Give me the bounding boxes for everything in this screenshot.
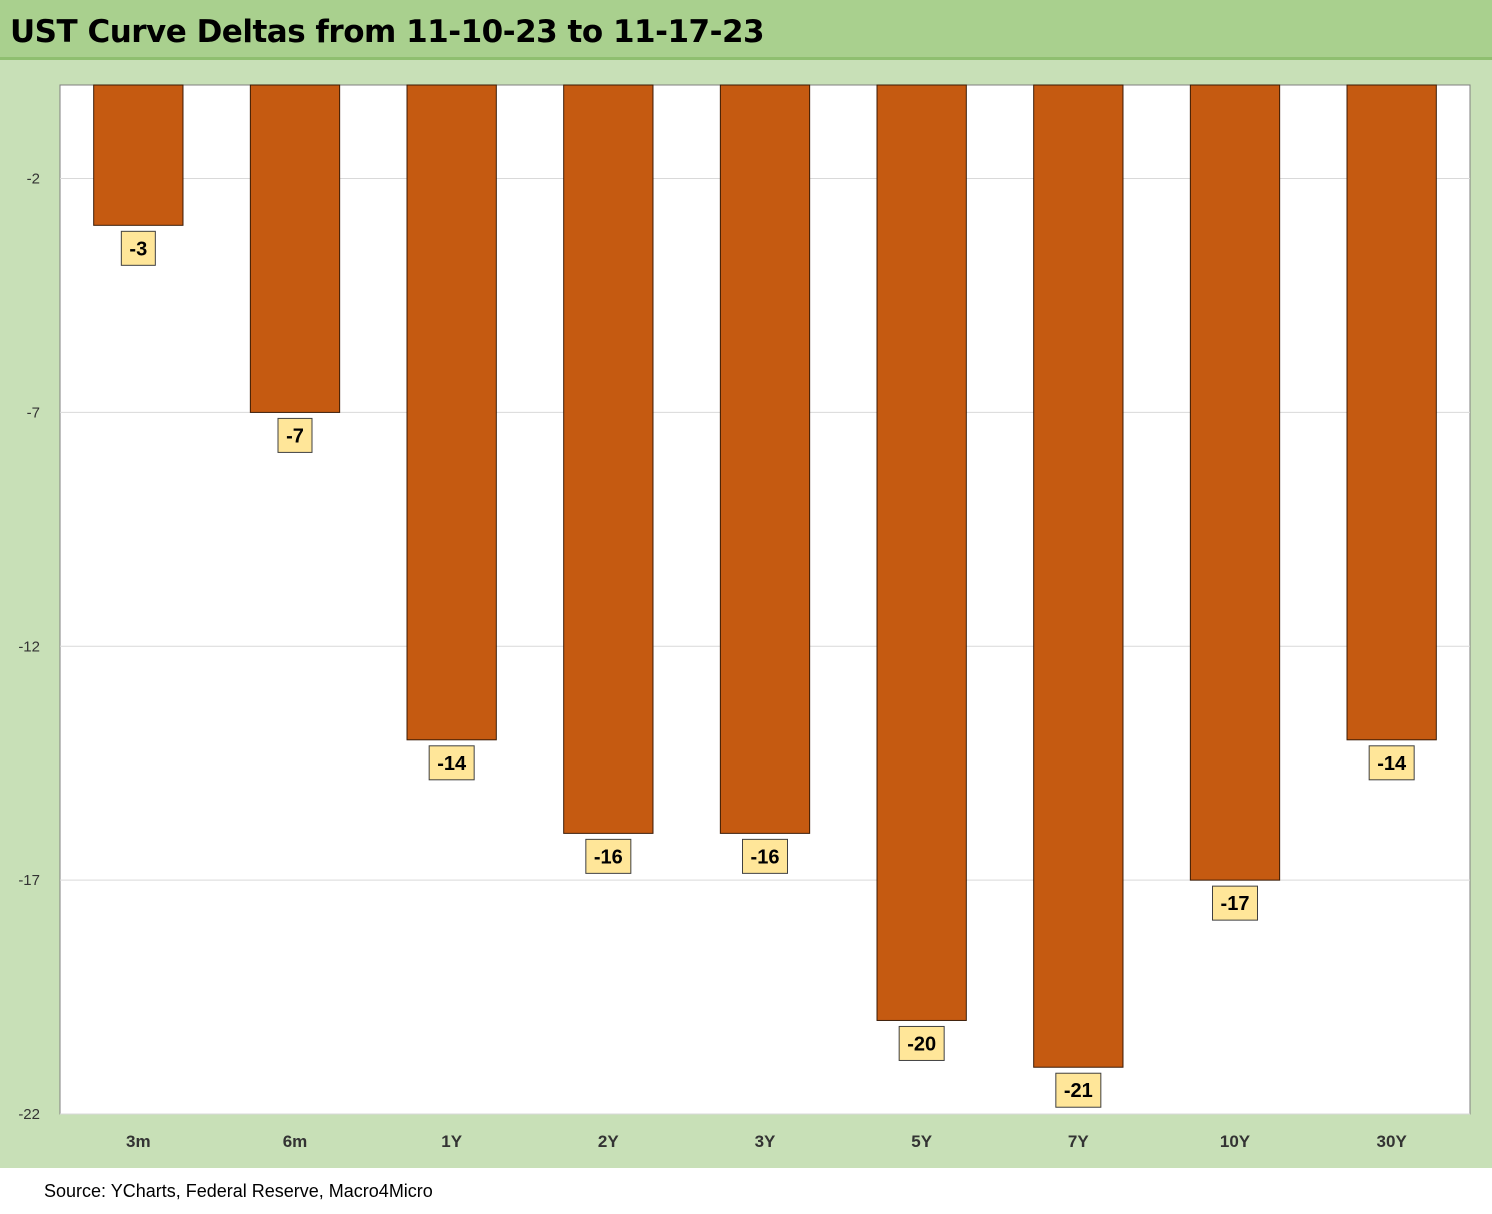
x-tick-label: 2Y xyxy=(598,1132,619,1151)
bar-chart: -2 -7 -12 -17 -22 -3 3m -7 6m -14 1Y -16 2Y -16 3Y -20 5… xyxy=(18,84,1471,1151)
data-label: -14 xyxy=(1377,753,1407,775)
chart-frame: UST Curve Deltas from 11-10-23 to 11-17-… xyxy=(0,0,1492,1168)
x-tick-label: 6m xyxy=(283,1132,308,1151)
data-label: -3 xyxy=(129,238,147,260)
data-label-box xyxy=(1055,1072,1102,1108)
x-tick-label: 10Y xyxy=(1220,1132,1251,1151)
bar xyxy=(406,84,497,741)
y-tick-label: -17 xyxy=(18,872,40,889)
data-label-box xyxy=(428,745,475,781)
data-label-box xyxy=(277,417,313,453)
bar xyxy=(876,84,967,1021)
bar xyxy=(1033,84,1124,1068)
bar xyxy=(249,84,341,413)
data-label-box xyxy=(898,1025,945,1061)
data-label-box xyxy=(1212,885,1258,921)
data-label: -17 xyxy=(1221,893,1250,915)
bar xyxy=(563,84,654,834)
data-label: -16 xyxy=(751,846,780,868)
data-label-box xyxy=(120,230,156,266)
y-tick-label: -7 xyxy=(27,404,40,421)
bar xyxy=(1189,84,1281,881)
y-tick-label: -12 xyxy=(18,638,40,655)
y-tick-label: -2 xyxy=(27,171,40,188)
x-tick-label: 5Y xyxy=(911,1132,932,1151)
data-label: -14 xyxy=(437,753,467,775)
bar xyxy=(93,84,184,226)
data-label-box xyxy=(585,838,632,874)
data-label-box xyxy=(1368,745,1415,781)
chart-title: UST Curve Deltas from 11-10-23 to 11-17-… xyxy=(10,14,765,50)
data-label-box xyxy=(742,838,788,874)
x-tick-label: 1Y xyxy=(441,1132,462,1151)
x-tick-label: 30Y xyxy=(1377,1132,1408,1151)
data-label: -7 xyxy=(286,425,304,447)
source-note: Source: YCharts, Federal Reserve, Macro4… xyxy=(44,1181,433,1201)
bar xyxy=(1346,84,1437,741)
x-tick-label: 7Y xyxy=(1068,1132,1089,1151)
data-label: -21 xyxy=(1064,1080,1093,1102)
x-tick-label: 3Y xyxy=(755,1132,776,1151)
data-label: -20 xyxy=(907,1033,936,1055)
x-tick-label: 3m xyxy=(126,1132,151,1151)
data-label: -16 xyxy=(594,846,623,868)
title-bar: UST Curve Deltas from 11-10-23 to 11-17-… xyxy=(0,0,1492,60)
y-tick-label: -22 xyxy=(18,1106,40,1123)
bar xyxy=(719,84,811,834)
